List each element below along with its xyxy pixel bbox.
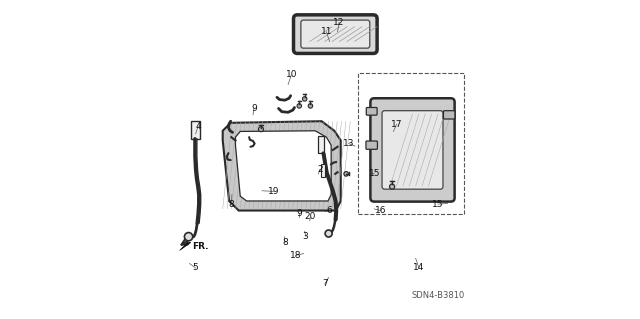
FancyBboxPatch shape: [444, 111, 455, 119]
Text: 9: 9: [251, 104, 257, 113]
Bar: [321, 164, 325, 177]
FancyBboxPatch shape: [382, 111, 443, 189]
Text: 13: 13: [343, 139, 355, 148]
Text: 6: 6: [326, 206, 332, 215]
Circle shape: [390, 184, 395, 189]
Text: 15: 15: [369, 169, 380, 178]
Circle shape: [344, 172, 348, 176]
Polygon shape: [236, 131, 331, 201]
Polygon shape: [180, 242, 191, 250]
Circle shape: [259, 127, 264, 132]
Text: 9: 9: [296, 209, 302, 218]
FancyBboxPatch shape: [371, 98, 454, 202]
Text: 8: 8: [228, 200, 234, 209]
Text: FR.: FR.: [192, 242, 208, 251]
Circle shape: [303, 97, 307, 101]
Bar: [358, 73, 463, 214]
Text: 17: 17: [391, 120, 403, 129]
Text: 18: 18: [291, 251, 302, 260]
Bar: [318, 136, 323, 153]
Text: 19: 19: [268, 187, 280, 196]
FancyBboxPatch shape: [366, 141, 378, 149]
Text: 10: 10: [285, 70, 297, 79]
Text: 4: 4: [195, 122, 201, 130]
Text: 16: 16: [375, 206, 387, 215]
Text: 8: 8: [282, 238, 288, 247]
Text: 3: 3: [303, 232, 308, 241]
Text: 20: 20: [305, 212, 316, 221]
Text: 7: 7: [322, 279, 328, 288]
Text: 11: 11: [321, 27, 332, 36]
Circle shape: [308, 104, 313, 108]
Circle shape: [297, 104, 301, 108]
Bar: [191, 121, 200, 139]
Circle shape: [325, 230, 332, 237]
Circle shape: [184, 233, 193, 241]
FancyBboxPatch shape: [301, 20, 370, 48]
Text: 12: 12: [333, 18, 345, 27]
Text: 2: 2: [317, 165, 323, 174]
FancyBboxPatch shape: [366, 108, 377, 115]
Text: 5: 5: [193, 263, 198, 272]
Text: 15: 15: [432, 200, 444, 209]
FancyBboxPatch shape: [294, 15, 377, 54]
Polygon shape: [223, 121, 340, 211]
Text: SDN4-B3810: SDN4-B3810: [412, 291, 465, 300]
Text: 14: 14: [413, 263, 424, 272]
